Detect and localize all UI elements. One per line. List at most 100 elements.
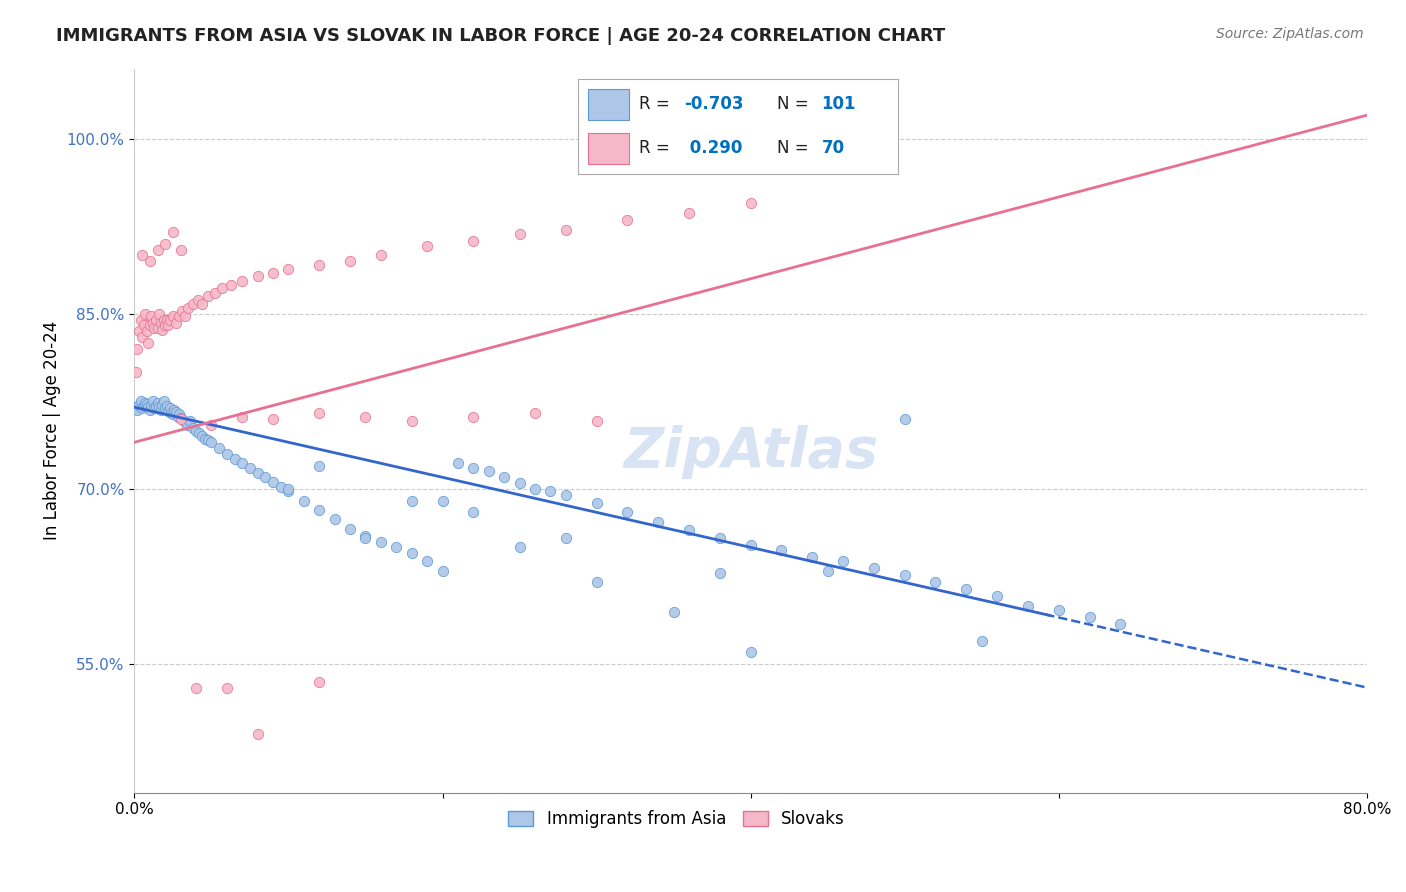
Point xyxy=(339,254,361,268)
Point xyxy=(494,470,516,484)
Point xyxy=(616,213,638,227)
Point xyxy=(176,417,198,432)
Point xyxy=(308,406,330,420)
Point xyxy=(125,365,148,379)
Point xyxy=(204,285,226,300)
Point xyxy=(136,336,159,351)
Point xyxy=(179,414,201,428)
Point xyxy=(1078,610,1101,624)
Point xyxy=(139,402,162,417)
Point xyxy=(401,493,423,508)
Point xyxy=(148,401,170,415)
Point xyxy=(523,406,546,420)
Point xyxy=(174,309,197,323)
Point xyxy=(208,441,231,455)
Point xyxy=(191,429,214,443)
Point xyxy=(509,227,531,242)
Y-axis label: In Labor Force | Age 20-24: In Labor Force | Age 20-24 xyxy=(44,321,60,541)
Point xyxy=(143,320,166,334)
Point xyxy=(142,316,165,330)
Point xyxy=(150,323,173,337)
Point xyxy=(149,316,172,330)
Point xyxy=(262,266,284,280)
Point xyxy=(152,312,174,326)
Point xyxy=(215,447,238,461)
Point xyxy=(149,402,172,417)
Point xyxy=(370,248,392,262)
Point xyxy=(863,561,886,575)
Point xyxy=(585,414,607,428)
Point xyxy=(262,475,284,489)
Point xyxy=(142,394,165,409)
Point xyxy=(163,402,186,417)
Point xyxy=(184,424,207,438)
Point xyxy=(156,312,179,326)
Point xyxy=(339,522,361,536)
Point xyxy=(143,401,166,416)
Point xyxy=(129,312,152,326)
Point xyxy=(585,496,607,510)
Point xyxy=(156,399,179,413)
Point xyxy=(197,289,219,303)
Point xyxy=(354,529,377,543)
Point xyxy=(246,727,269,741)
Point xyxy=(134,395,156,409)
Point xyxy=(385,541,408,555)
Point xyxy=(145,312,167,326)
Point xyxy=(709,566,731,580)
Point xyxy=(740,538,762,552)
Point xyxy=(740,646,762,660)
Point xyxy=(277,262,299,277)
Point xyxy=(254,470,277,484)
Point xyxy=(709,531,731,545)
Point xyxy=(277,484,299,499)
Point xyxy=(191,297,214,311)
Point xyxy=(157,403,180,417)
Point xyxy=(370,534,392,549)
Point xyxy=(509,476,531,491)
Point xyxy=(181,421,204,435)
Point xyxy=(169,410,191,425)
Point xyxy=(924,575,946,590)
Legend: Immigrants from Asia, Slovaks: Immigrants from Asia, Slovaks xyxy=(502,804,852,835)
Point xyxy=(152,394,174,409)
Point xyxy=(616,505,638,519)
Point xyxy=(585,575,607,590)
Point xyxy=(141,398,163,412)
Point xyxy=(184,681,207,695)
Point xyxy=(277,482,299,496)
Point xyxy=(215,681,238,695)
Point xyxy=(132,318,155,333)
Point xyxy=(416,554,439,568)
Point xyxy=(401,546,423,560)
Text: ZipAtlas: ZipAtlas xyxy=(623,425,879,479)
Point xyxy=(308,503,330,517)
Point xyxy=(200,435,222,450)
Point xyxy=(416,239,439,253)
Point xyxy=(463,505,485,519)
Point xyxy=(128,398,150,412)
Point xyxy=(893,568,915,582)
Point xyxy=(188,425,211,440)
Point xyxy=(832,554,855,568)
Point xyxy=(125,401,148,415)
Point xyxy=(323,512,346,526)
Point xyxy=(155,401,177,416)
Point xyxy=(145,399,167,413)
Point xyxy=(187,293,209,307)
Point xyxy=(135,397,157,411)
Point xyxy=(246,269,269,284)
Point xyxy=(177,301,200,315)
Point xyxy=(131,401,153,416)
Point xyxy=(1047,603,1070,617)
Point xyxy=(134,307,156,321)
Point xyxy=(239,461,262,475)
Point xyxy=(131,330,153,344)
Point xyxy=(354,531,377,545)
Point xyxy=(194,432,217,446)
Point xyxy=(146,243,169,257)
Point xyxy=(173,414,195,428)
Point xyxy=(167,309,190,323)
Point xyxy=(162,225,184,239)
Point xyxy=(157,318,180,333)
